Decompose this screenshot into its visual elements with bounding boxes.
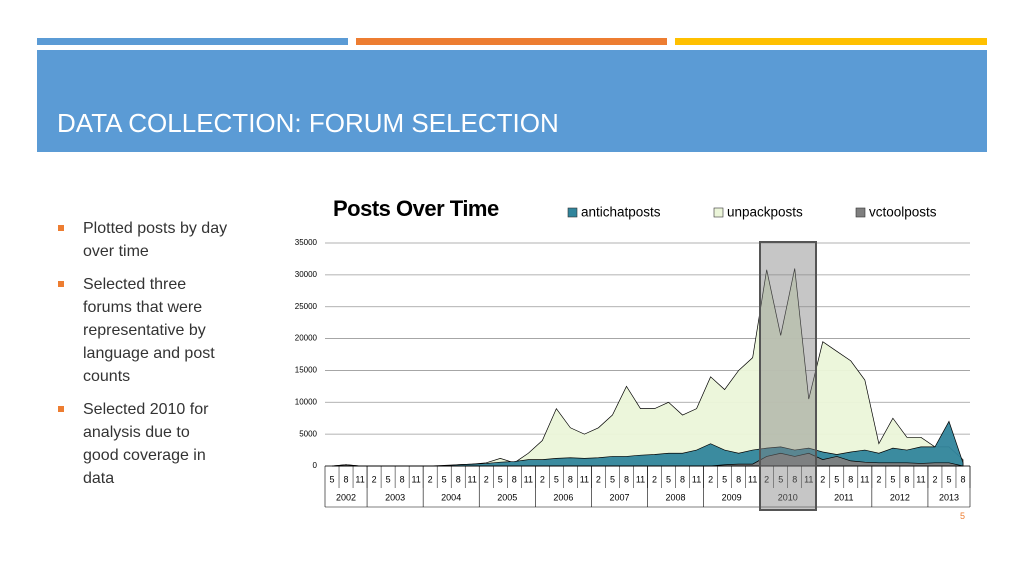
chart-title: Posts Over Time	[333, 196, 499, 221]
x-group-label: 2005	[497, 492, 517, 502]
x-group-label: 2002	[336, 492, 356, 502]
x-tick-label: 8	[568, 474, 573, 484]
x-tick-label: 5	[386, 474, 391, 484]
accent-bar	[356, 38, 667, 45]
y-tick-label: 5000	[299, 429, 317, 438]
accent-bar	[37, 38, 348, 45]
x-tick-label: 8	[960, 474, 965, 484]
x-group-label: 2009	[722, 492, 742, 502]
page-number: 5	[960, 511, 966, 521]
x-tick-label: 8	[736, 474, 741, 484]
bullet: Selected 2010 for analysis due to good c…	[58, 398, 228, 490]
slide-title: DATA COLLECTION: FORUM SELECTION	[57, 108, 559, 138]
bullet: Plotted posts by day over time	[58, 217, 228, 263]
x-tick-label: 5	[834, 474, 839, 484]
accent-bar	[675, 38, 987, 45]
x-tick-label: 2	[596, 474, 601, 484]
x-tick-label: 11	[355, 474, 364, 484]
x-tick-label: 2	[540, 474, 545, 484]
x-tick-label: 2	[652, 474, 657, 484]
y-tick-label: 10000	[295, 397, 318, 406]
y-tick-label: 15000	[295, 366, 318, 375]
x-tick-label: 2	[820, 474, 825, 484]
x-tick-label: 2	[764, 474, 769, 484]
x-tick-label: 5	[610, 474, 615, 484]
x-group-label: 2011	[834, 492, 853, 502]
x-tick-label: 2	[372, 474, 377, 484]
x-tick-label: 11	[580, 474, 589, 484]
x-tick-label: 2	[428, 474, 433, 484]
legend-label: unpackposts	[727, 205, 803, 220]
x-group-label: 2010	[778, 492, 798, 502]
x-group-label: 2013	[939, 492, 959, 502]
legend-swatch	[567, 207, 578, 218]
x-tick-label: 2	[876, 474, 881, 484]
x-tick-label: 11	[524, 474, 533, 484]
x-tick-label: 11	[692, 474, 701, 484]
x-tick-label: 2	[932, 474, 937, 484]
x-tick-label: 5	[554, 474, 559, 484]
x-tick-label: 5	[442, 474, 447, 484]
x-tick-label: 5	[890, 474, 895, 484]
x-tick-label: 2	[708, 474, 713, 484]
legend-label: vctoolposts	[869, 205, 937, 220]
x-tick-label: 8	[344, 474, 349, 484]
x-tick-label: 8	[792, 474, 797, 484]
legend-swatch	[855, 207, 866, 218]
x-tick-label: 5	[330, 474, 335, 484]
x-tick-label: 8	[400, 474, 405, 484]
header: DATA COLLECTION: FORUM SELECTION	[37, 50, 987, 152]
x-tick-label: 11	[804, 474, 813, 484]
x-group-label: 2003	[385, 492, 405, 502]
bullet-list: Plotted posts by day over time Selected …	[58, 217, 228, 500]
bullet: Selected three forums that were represen…	[58, 273, 228, 388]
x-group-label: 2008	[666, 492, 686, 502]
x-tick-label: 5	[722, 474, 727, 484]
x-tick-label: 11	[636, 474, 645, 484]
x-group-label: 2004	[441, 492, 461, 502]
legend-label: antichatposts	[581, 205, 661, 220]
y-tick-label: 30000	[295, 270, 318, 279]
highlight-box	[759, 241, 817, 511]
x-tick-label: 11	[468, 474, 477, 484]
x-tick-label: 5	[946, 474, 951, 484]
x-tick-label: 8	[680, 474, 685, 484]
x-tick-label: 5	[778, 474, 783, 484]
x-group-label: 2007	[609, 492, 629, 502]
y-tick-label: 0	[313, 461, 318, 470]
x-group-label: 2012	[890, 492, 910, 502]
x-tick-label: 11	[748, 474, 757, 484]
x-group-label: 2006	[553, 492, 573, 502]
area	[331, 268, 964, 467]
x-tick-label: 2	[484, 474, 489, 484]
x-tick-label: 8	[624, 474, 629, 484]
x-tick-label: 5	[498, 474, 503, 484]
x-tick-label: 11	[860, 474, 869, 484]
y-tick-label: 35000	[295, 238, 318, 247]
x-tick-label: 8	[512, 474, 517, 484]
x-tick-label: 8	[848, 474, 853, 484]
x-tick-label: 8	[456, 474, 461, 484]
x-tick-label: 5	[666, 474, 671, 484]
y-tick-label: 20000	[295, 334, 318, 343]
x-tick-label: 11	[411, 474, 420, 484]
y-tick-label: 25000	[295, 302, 318, 311]
x-tick-label: 11	[916, 474, 925, 484]
x-tick-label: 8	[904, 474, 909, 484]
legend-swatch	[713, 207, 724, 218]
